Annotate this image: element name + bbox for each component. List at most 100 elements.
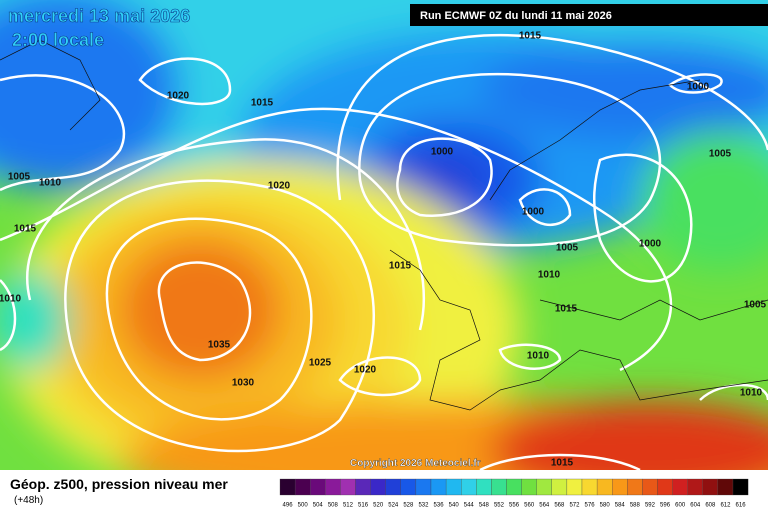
scale-label: 604 xyxy=(690,503,701,509)
scale-swatch xyxy=(400,478,417,496)
color-scale: 496 500 504 508 512 516 520 524 528 532 536 540 544 5… xyxy=(279,478,749,509)
isobar-label: 1015 xyxy=(14,224,37,235)
scale-swatch xyxy=(642,478,658,496)
scale-swatch xyxy=(536,478,552,496)
isobar-label: 1010 xyxy=(740,388,763,399)
isobar-label: 1010 xyxy=(527,351,550,362)
scale-label: 556 xyxy=(509,503,520,509)
isobar-label: 1035 xyxy=(208,340,231,351)
scale-label: 600 xyxy=(675,503,686,509)
isobar-label: 1005 xyxy=(8,172,31,183)
scale-label: 584 xyxy=(615,503,626,509)
isobar-label: 1020 xyxy=(354,365,377,376)
scale-label: 544 xyxy=(464,503,475,509)
isobar-label: 1015 xyxy=(389,261,412,272)
scale-label: 588 xyxy=(630,503,641,509)
isobar-label: 1015 xyxy=(555,304,578,315)
isobar-label: 1010 xyxy=(39,178,62,189)
scale-label: 528 xyxy=(403,503,414,509)
isobar-label: 1000 xyxy=(687,82,710,93)
isobar-labels: 1015 1020 1015 1000 1000 1005 1005 1010 … xyxy=(0,31,767,469)
scale-swatch xyxy=(566,478,583,496)
scale-swatch xyxy=(476,478,492,496)
isobar-label: 1005 xyxy=(556,243,579,254)
scale-swatch xyxy=(370,478,386,496)
scale-swatch xyxy=(732,478,749,496)
scale-swatch xyxy=(612,478,628,496)
scale-label: 552 xyxy=(494,503,505,509)
scale-swatch xyxy=(279,478,296,496)
scale-label: 540 xyxy=(449,503,460,509)
isobar-label: 1015 xyxy=(251,98,274,109)
scale-swatch xyxy=(340,478,356,496)
scale-swatch xyxy=(521,478,537,496)
isobar-label: 1010 xyxy=(538,270,561,281)
scale-swatch xyxy=(717,478,734,496)
isobar-label: 1020 xyxy=(268,181,291,192)
isobar-label: 1000 xyxy=(431,147,454,158)
isobar-label: 1005 xyxy=(744,300,767,311)
scale-label: 564 xyxy=(539,503,550,509)
coastlines xyxy=(0,39,768,411)
scale-swatch xyxy=(355,478,371,496)
scale-label: 560 xyxy=(524,503,535,509)
scale-label: 500 xyxy=(298,503,309,509)
legend-subtitle: (+48h) xyxy=(14,495,43,506)
scale-swatch xyxy=(702,478,719,496)
isobars xyxy=(0,33,768,470)
scale-label: 496 xyxy=(283,503,294,509)
scale-swatch xyxy=(491,478,507,496)
scale-swatch xyxy=(627,478,643,496)
isobar-label: 1010 xyxy=(0,294,22,305)
scale-swatch xyxy=(385,478,401,496)
scale-label: 520 xyxy=(373,503,384,509)
scale-label: 568 xyxy=(554,503,565,509)
scale-swatch xyxy=(415,478,432,496)
date-title: mercredi 13 mai 2026 xyxy=(8,6,190,26)
isobar-label: 1030 xyxy=(232,378,255,389)
isobar-label: 1005 xyxy=(709,149,732,160)
scale-swatch xyxy=(506,478,522,496)
scale-swatch xyxy=(672,478,688,496)
scale-label: 524 xyxy=(388,503,399,509)
scale-label: 508 xyxy=(328,503,339,509)
scale-swatch xyxy=(445,478,462,496)
isobar-label: 1015 xyxy=(519,31,542,42)
scale-swatch xyxy=(430,478,447,496)
isobar-label: 1015 xyxy=(551,458,574,469)
scale-swatch xyxy=(687,478,703,496)
scale-label: 596 xyxy=(660,503,671,509)
scale-label: 504 xyxy=(313,503,324,509)
scale-label: 592 xyxy=(645,503,656,509)
scale-swatch xyxy=(581,478,598,496)
scale-swatch xyxy=(294,478,311,496)
scale-swatch xyxy=(596,478,613,496)
isobar-label: 1000 xyxy=(639,239,662,250)
isobar-label: 1000 xyxy=(522,207,545,218)
scale-label: 536 xyxy=(434,503,445,509)
time-title: 2:00 locale xyxy=(12,30,104,50)
scale-label: 608 xyxy=(705,503,716,509)
scale-swatch xyxy=(657,478,673,496)
scale-label: 576 xyxy=(585,503,596,509)
scale-label: 548 xyxy=(479,503,490,509)
scale-label: 612 xyxy=(720,503,731,509)
scale-swatch xyxy=(461,478,477,496)
scale-label: 616 xyxy=(736,503,747,509)
scale-label: 532 xyxy=(418,503,429,509)
scale-label: 516 xyxy=(358,503,369,509)
scale-label: 512 xyxy=(343,503,354,509)
legend-title: Géop. z500, pression niveau mer xyxy=(10,476,228,492)
scale-swatch xyxy=(310,478,326,496)
run-info: Run ECMWF 0Z du lundi 11 mai 2026 xyxy=(420,10,612,22)
run-box xyxy=(410,4,768,26)
isobar-label: 1020 xyxy=(167,91,190,102)
scale-label: 580 xyxy=(600,503,611,509)
scale-swatch xyxy=(325,478,341,496)
isobar-label: 1025 xyxy=(309,358,332,369)
scale-swatch xyxy=(551,478,568,496)
copyright: Copyright 2026 Meteociel.fr xyxy=(350,458,481,469)
scale-label: 572 xyxy=(569,503,580,509)
